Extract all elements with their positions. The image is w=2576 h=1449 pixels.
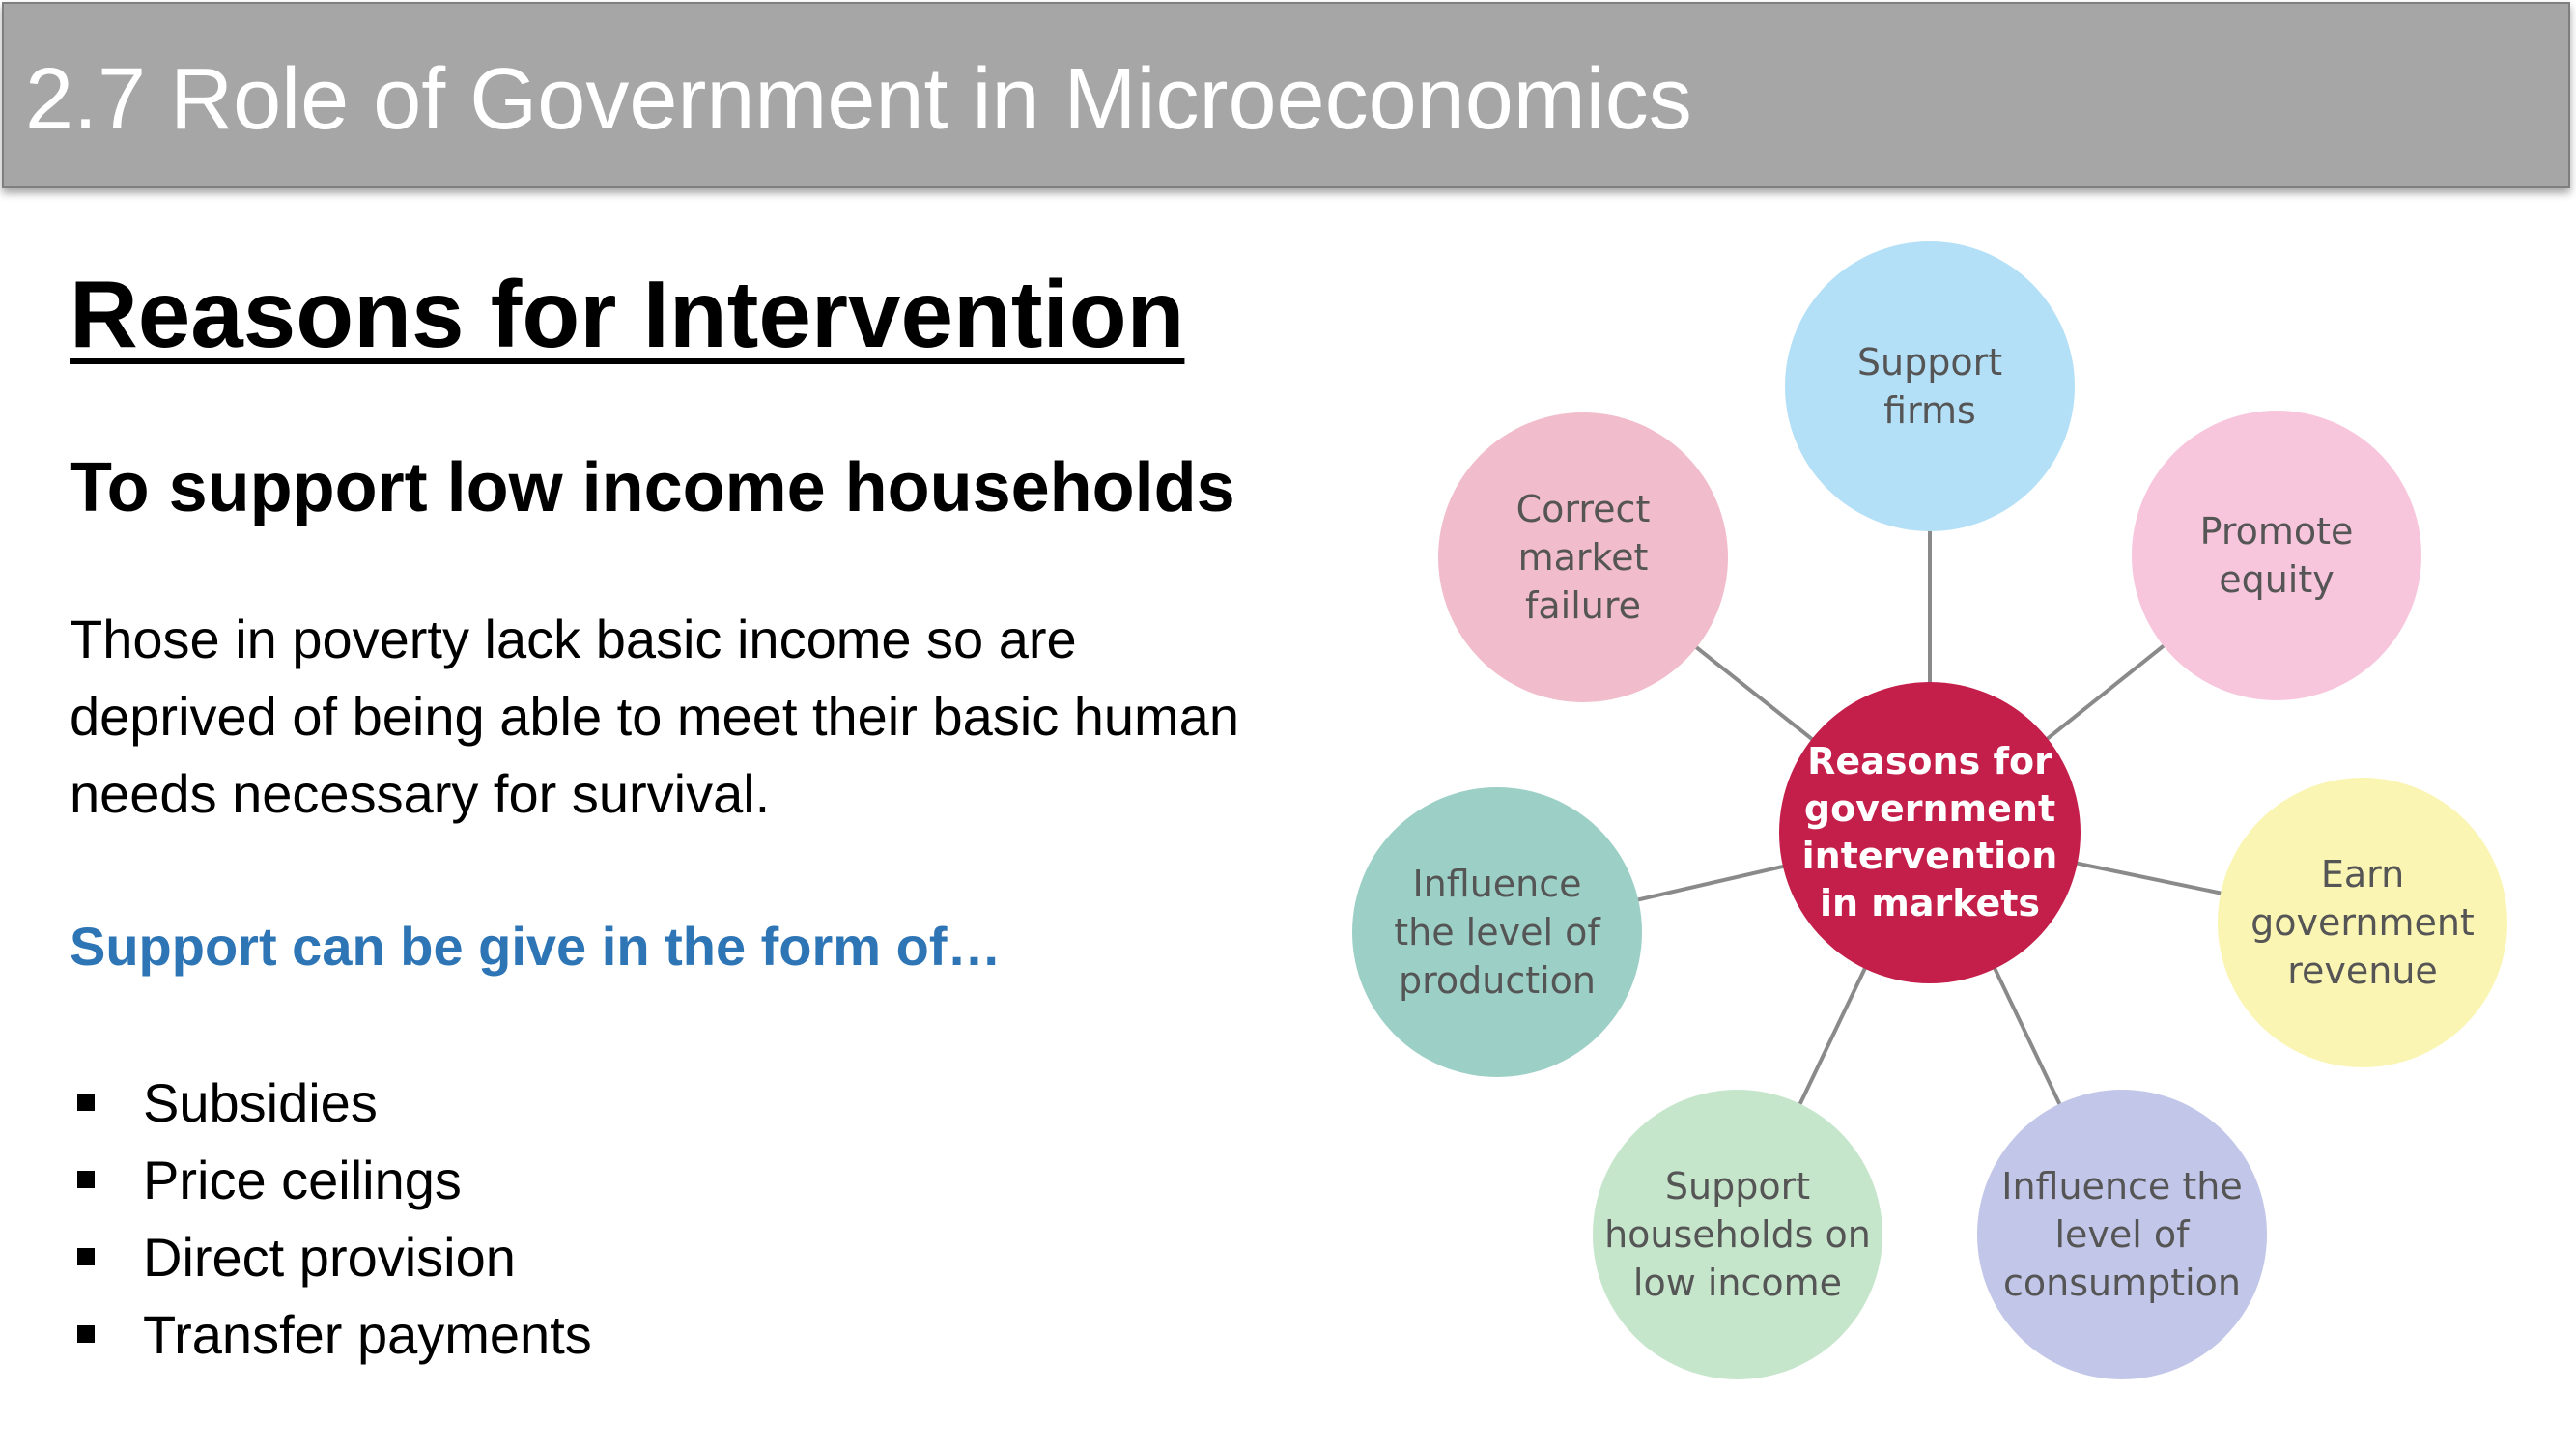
- diagram-node-earn-government-revenue: Earn government revenue: [2218, 778, 2507, 1067]
- square-bullet-icon: [77, 1248, 95, 1265]
- list-item-text: Subsidies: [143, 1072, 378, 1133]
- diagram-node-promote-equity: Promote equity: [2132, 411, 2421, 700]
- list-item: Transfer payments: [70, 1296, 592, 1374]
- list-item-text: Direct provision: [143, 1227, 516, 1288]
- slide-title: 2.7 Role of Government in Microeconomics: [25, 51, 1692, 148]
- list-item: Price ceilings: [70, 1142, 592, 1219]
- list-item: Subsidies: [70, 1065, 592, 1142]
- body-paragraph: Those in poverty lack basic income so ar…: [70, 609, 1239, 824]
- diagram-node-influence-production: Influence the level of production: [1352, 787, 1642, 1077]
- subheading: To support low income households: [70, 449, 1235, 526]
- diagram-node-support-low-income-households: Support households on low income: [1593, 1090, 1882, 1379]
- diagram-node-correct-market-failure: Correct market failure: [1438, 412, 1728, 702]
- section-heading: Reasons for Intervention: [70, 261, 1185, 367]
- square-bullet-icon: [77, 1094, 95, 1111]
- list-item: Direct provision: [70, 1219, 592, 1296]
- support-forms-label: Support can be give in the form of…: [70, 916, 1002, 977]
- list-item-text: Transfer payments: [143, 1304, 592, 1365]
- square-bullet-icon: [77, 1171, 95, 1188]
- square-bullet-icon: [77, 1325, 95, 1343]
- diagram-node-influence-consumption: Influence the level of consumption: [1977, 1090, 2267, 1379]
- diagram-center-node: Reasons for government intervention in m…: [1779, 682, 2081, 983]
- title-bar: 2.7 Role of Government in Microeconomics: [2, 2, 2570, 188]
- intervention-diagram: Reasons for government intervention in m…: [1333, 222, 2531, 1420]
- support-forms-list: Subsidies Price ceilings Direct provisio…: [70, 1065, 592, 1374]
- diagram-node-support-firms: Support firms: [1785, 242, 2075, 531]
- list-item-text: Price ceilings: [143, 1150, 462, 1210]
